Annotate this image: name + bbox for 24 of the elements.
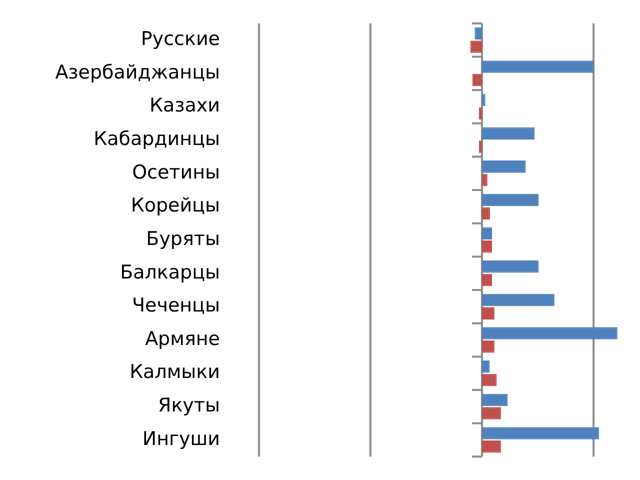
- y-tick-label: Чеченцы: [132, 294, 220, 317]
- y-tick-label: Якуты: [158, 394, 220, 417]
- bar: [482, 174, 488, 186]
- y-tick-label: Осетины: [132, 161, 220, 184]
- y-tick-label: Казахи: [150, 94, 220, 117]
- bar: [482, 94, 486, 106]
- y-tick-label: Ингуши: [142, 428, 220, 450]
- y-tick-label: Азербайджанцы: [55, 61, 220, 84]
- y-tick-label: Армяне: [145, 328, 220, 350]
- bar: [482, 427, 599, 440]
- bar: [482, 260, 539, 273]
- y-tick-label: Калмыки: [130, 361, 220, 384]
- bar: [482, 60, 594, 73]
- bar: [482, 327, 618, 340]
- bar: [482, 160, 526, 173]
- y-tick-label: Кабардинцы: [94, 128, 220, 150]
- bar: [482, 394, 508, 406]
- y-tick-label: Балкарцы: [120, 261, 220, 284]
- bar: [482, 194, 539, 206]
- y-tick-label: Русские: [140, 28, 220, 50]
- bar: [482, 294, 554, 306]
- y-tick-label: Корейцы: [130, 194, 220, 217]
- y-tick-label: Буряты: [146, 228, 220, 250]
- bar: [474, 27, 482, 40]
